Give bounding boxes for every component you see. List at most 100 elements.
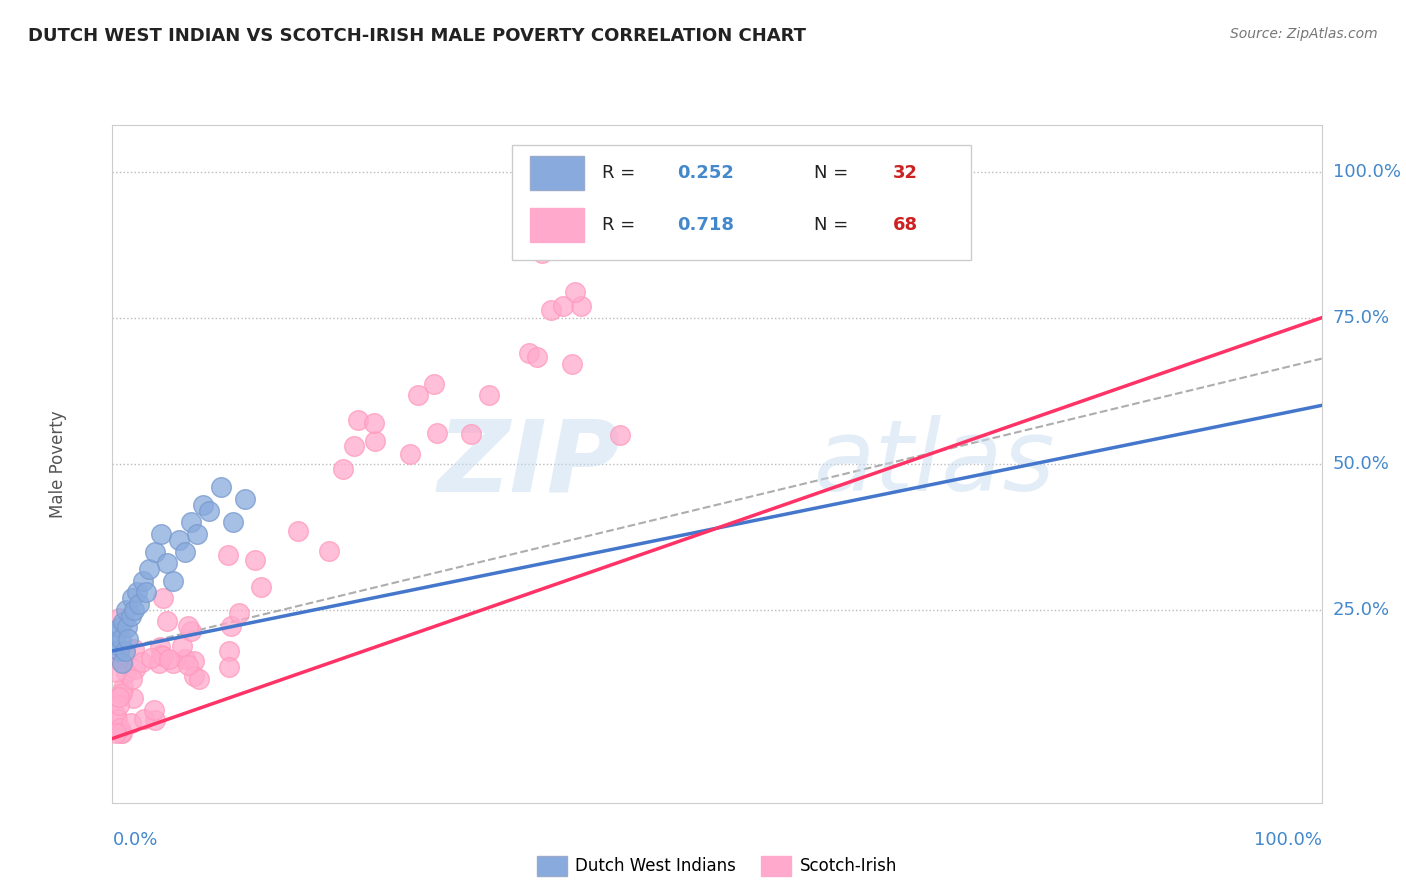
Point	[148, 640, 170, 655]
Bar	[530, 208, 583, 242]
Point	[174, 544, 197, 558]
Text: N =: N =	[814, 164, 853, 182]
Point	[107, 698, 129, 713]
Point	[218, 643, 240, 657]
Point	[174, 651, 197, 665]
Point	[526, 350, 548, 364]
Point	[343, 440, 366, 454]
Text: 100.0%: 100.0%	[1254, 830, 1322, 848]
Point	[180, 516, 202, 530]
Point	[177, 657, 200, 672]
Point	[143, 544, 166, 558]
Point	[188, 672, 211, 686]
Point	[157, 651, 180, 665]
Legend: Dutch West Indians, Scotch-Irish: Dutch West Indians, Scotch-Irish	[530, 849, 904, 882]
Point	[143, 703, 166, 717]
Point	[517, 346, 540, 360]
Text: 0.252: 0.252	[678, 164, 734, 182]
Point	[156, 614, 179, 628]
Point	[117, 632, 139, 647]
Text: Male Poverty: Male Poverty	[49, 410, 67, 517]
Point	[363, 416, 385, 430]
Point	[243, 552, 266, 566]
Point	[132, 574, 155, 588]
Point	[167, 533, 190, 547]
Point	[122, 642, 145, 657]
Point	[172, 639, 194, 653]
Text: 25.0%: 25.0%	[1333, 601, 1391, 619]
Point	[110, 685, 132, 699]
Point	[104, 725, 127, 739]
Point	[564, 285, 586, 299]
Point	[426, 426, 449, 441]
Text: DUTCH WEST INDIAN VS SCOTCH-IRISH MALE POVERTY CORRELATION CHART: DUTCH WEST INDIAN VS SCOTCH-IRISH MALE P…	[28, 27, 806, 45]
Point	[125, 585, 148, 599]
Point	[156, 556, 179, 570]
Point	[186, 527, 208, 541]
Point	[111, 656, 134, 670]
Point	[177, 619, 200, 633]
Point	[110, 632, 132, 647]
Point	[124, 662, 146, 676]
Point	[551, 299, 574, 313]
Text: 50.0%: 50.0%	[1333, 455, 1389, 473]
Point	[110, 725, 132, 739]
Point	[235, 491, 257, 506]
Point	[105, 712, 128, 726]
Point	[191, 498, 214, 512]
Point	[287, 524, 309, 538]
Point	[143, 713, 166, 727]
Point	[115, 620, 138, 634]
Point	[569, 300, 592, 314]
Point	[120, 608, 142, 623]
Point	[346, 413, 368, 427]
Text: atlas: atlas	[814, 416, 1056, 512]
Point	[406, 388, 429, 402]
Point	[364, 434, 387, 449]
Point	[218, 660, 240, 674]
Text: 100.0%: 100.0%	[1333, 162, 1400, 181]
Point	[209, 480, 232, 494]
Point	[162, 574, 184, 588]
Point	[138, 562, 160, 576]
Point	[198, 503, 221, 517]
Point	[110, 725, 132, 739]
Point	[222, 516, 245, 530]
Point	[478, 388, 501, 402]
Text: 68: 68	[893, 216, 918, 234]
Point	[398, 447, 420, 461]
Point	[180, 624, 202, 638]
Point	[183, 668, 205, 682]
Text: ZIP: ZIP	[437, 416, 620, 512]
Point	[105, 638, 128, 652]
Text: 0.718: 0.718	[678, 216, 734, 234]
Point	[530, 246, 553, 260]
Point	[110, 687, 132, 701]
FancyBboxPatch shape	[512, 145, 972, 260]
Point	[128, 597, 150, 611]
Point	[105, 626, 128, 640]
Text: 0.0%: 0.0%	[112, 830, 157, 848]
Point	[107, 651, 129, 665]
Point	[219, 619, 242, 633]
Point	[149, 527, 172, 541]
Point	[131, 656, 153, 670]
Point	[112, 615, 135, 629]
Point	[108, 610, 131, 624]
Point	[152, 648, 174, 663]
Point	[561, 358, 583, 372]
Point	[105, 707, 128, 722]
Point	[150, 648, 173, 662]
Point	[104, 665, 127, 679]
Point	[228, 606, 250, 620]
Point	[122, 690, 145, 705]
Point	[139, 651, 162, 665]
Point	[249, 580, 271, 594]
Text: N =: N =	[814, 216, 853, 234]
Point	[120, 715, 142, 730]
Text: R =: R =	[602, 164, 641, 182]
Point	[162, 656, 184, 670]
Point	[152, 591, 174, 605]
Point	[122, 603, 145, 617]
Point	[460, 427, 482, 442]
